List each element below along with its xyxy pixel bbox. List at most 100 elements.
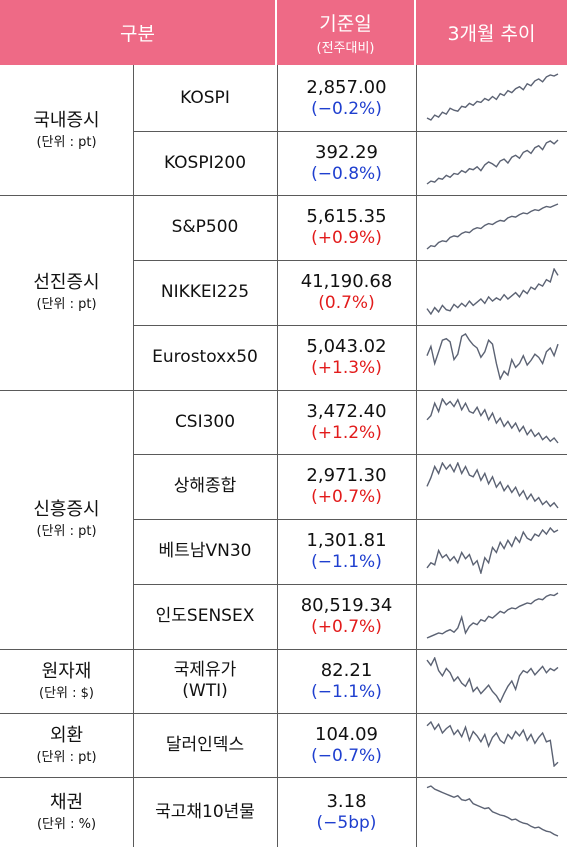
category-cell: 국내증시 (단위 : pt): [0, 65, 133, 195]
index-value: 82.21: [320, 659, 373, 681]
column-divider: [133, 195, 134, 390]
value-cell: 3.18 (−5bp): [277, 777, 416, 847]
index-value: 3,472.40: [306, 400, 387, 422]
category-cell: 신흥증시 (단위 : pt): [0, 390, 133, 649]
column-divider: [416, 454, 417, 519]
category-unit: (단위 : pt): [36, 749, 97, 765]
column-divider: [416, 519, 417, 584]
index-value: 80,519.34: [300, 595, 393, 616]
category-cell: 외환 (단위 : pt): [0, 713, 133, 777]
column-divider: [416, 65, 417, 131]
trend-sparkline: [426, 333, 559, 380]
trend-line: [426, 203, 559, 250]
column-divider: [133, 649, 134, 713]
group-divider: [0, 390, 567, 391]
group-divider: [0, 195, 567, 196]
trend-line: [426, 721, 559, 767]
trend-sparkline: [426, 527, 559, 574]
value-cell: 2,857.00 (−0.2%): [277, 65, 416, 131]
weekly-change: (−1.1%): [311, 681, 382, 702]
trend-sparkline: [426, 462, 559, 509]
item-name-line: 상해종합: [173, 476, 237, 496]
row-divider: [133, 260, 567, 261]
value-cell: 82.21 (−1.1%): [277, 649, 416, 713]
item-name: 국고채10년물: [133, 777, 277, 847]
column-divider: [277, 325, 278, 390]
item-name-line: 국제유가: [173, 660, 237, 680]
value-cell: 5,043.02 (+1.3%): [277, 325, 416, 390]
trend-line: [426, 333, 559, 380]
row-divider: [133, 131, 567, 132]
trend-line: [426, 527, 559, 574]
column-divider: [416, 713, 417, 777]
category-cell: 선진증시 (단위 : pt): [0, 195, 133, 390]
item-name: S&P500: [133, 195, 277, 260]
trend-line: [426, 73, 559, 121]
weekly-change: (+0.9%): [311, 228, 382, 248]
weekly-change: (+0.7%): [311, 617, 382, 637]
column-divider: [277, 584, 278, 649]
group-divider: [0, 713, 567, 714]
value-cell: 2,971.30 (+0.7%): [277, 454, 416, 519]
trend-sparkline: [426, 592, 559, 639]
category-unit: (단위 : $): [39, 685, 94, 701]
value-cell: 80,519.34 (+0.7%): [277, 584, 416, 649]
weekly-change: (0.7%): [318, 293, 375, 313]
column-divider: [133, 713, 134, 777]
item-name-line: Eurostoxx50: [152, 347, 258, 367]
trend-sparkline: [426, 398, 559, 444]
header-trend-label: 3개월 추이: [447, 23, 536, 45]
row-divider: [133, 584, 567, 585]
weekly-change: (−1.1%): [311, 552, 382, 572]
trend-sparkline: [426, 657, 559, 703]
trend-line: [426, 398, 559, 444]
trend-sparkline: [426, 139, 559, 185]
column-divider: [416, 777, 417, 847]
trend-sparkline: [426, 73, 559, 121]
group-divider: [0, 777, 567, 778]
value-cell: 5,615.35 (+0.9%): [277, 195, 416, 260]
column-divider: [277, 777, 278, 847]
category-name: 선진증시: [33, 272, 100, 293]
column-divider: [277, 649, 278, 713]
weekly-change: (−5bp): [316, 812, 377, 833]
item-name-line: 베트남VN30: [158, 541, 252, 561]
category-name: 외환: [49, 724, 84, 746]
trend-line: [426, 657, 559, 703]
category-unit: (단위 : %): [36, 816, 97, 832]
column-divider: [277, 260, 278, 325]
group-divider: [0, 649, 567, 650]
header-base-date: 기준일 (전주대비): [277, 0, 414, 65]
item-name-line: (WTI): [182, 681, 228, 701]
value-cell: 41,190.68 (0.7%): [277, 260, 416, 325]
item-name-line: S&P500: [171, 217, 239, 237]
item-name: CSI300: [133, 390, 277, 454]
column-divider: [277, 65, 278, 131]
weekly-change: (+1.3%): [311, 358, 382, 378]
category-unit: (단위 : pt): [36, 297, 97, 312]
row-divider: [133, 519, 567, 520]
category-unit: (단위 : pt): [36, 524, 97, 539]
column-divider: [416, 195, 417, 260]
item-name: 인도SENSEX: [133, 584, 277, 649]
header-category-label: 구분: [120, 23, 155, 45]
trend-sparkline: [426, 785, 559, 837]
column-divider: [416, 584, 417, 649]
trend-line: [426, 139, 559, 185]
column-divider: [277, 131, 278, 195]
item-name-line: KOSPI200: [163, 152, 247, 173]
item-name-line: 인도SENSEX: [155, 606, 255, 626]
item-name: KOSPI: [133, 65, 277, 131]
item-name-line: NIKKEI225: [160, 282, 250, 302]
trend-line: [426, 462, 559, 509]
category-unit: (단위 : pt): [36, 134, 97, 150]
item-name: KOSPI200: [133, 131, 277, 195]
category-cell: 채권 (단위 : %): [0, 777, 133, 847]
item-name: NIKKEI225: [133, 260, 277, 325]
trend-line: [426, 785, 559, 837]
item-name: 베트남VN30: [133, 519, 277, 584]
weekly-change: (−0.7%): [311, 745, 382, 766]
weekly-change: (+0.7%): [311, 487, 382, 507]
header-trend: 3개월 추이: [416, 0, 567, 65]
column-divider: [416, 649, 417, 713]
